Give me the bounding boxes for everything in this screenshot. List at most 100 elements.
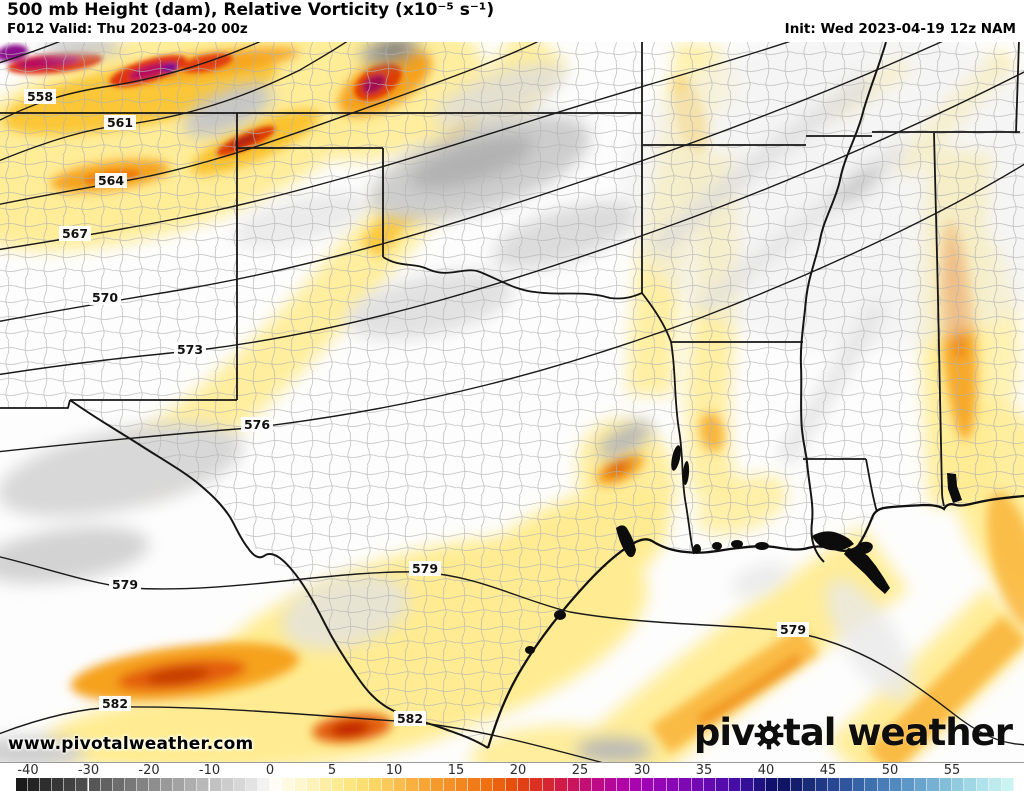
sabine-lake (693, 544, 701, 554)
lake-pontchartrain (812, 531, 854, 551)
water-bodies (525, 445, 962, 654)
contour-label-background (409, 561, 441, 576)
colorbar-swatch (307, 778, 320, 791)
contour-label: 579 (412, 561, 438, 576)
colorbar-swatch (418, 778, 432, 791)
colorbar-swatch (642, 778, 655, 791)
colorbar-swatch (64, 778, 77, 791)
colorbar-swatch (704, 778, 717, 791)
colorbar-swatch (15, 778, 28, 791)
map-canvas: 558 561 564 567 570 573 576 579 579 579 582 582 (0, 42, 1024, 762)
colorbar-swatch (939, 778, 952, 791)
colorbar-swatch (493, 778, 506, 791)
colorbar-swatch (530, 778, 543, 791)
rio-grande-border (69, 399, 489, 749)
contour-label-background (394, 711, 426, 726)
colorbar-swatch (567, 778, 580, 791)
vorticity-colorbar: -40 -30 -20 -10 0 5 10 15 20 25 30 35 40 45 50 55 (0, 762, 1024, 791)
contour-label: 564 (98, 173, 124, 188)
contour-label-background (89, 290, 121, 305)
colorbar-swatch (790, 778, 804, 791)
colorbar-swatch (964, 778, 977, 791)
contour-573 (0, 71, 1024, 376)
contour-576 (0, 163, 1024, 453)
contour-label-background (24, 89, 56, 104)
colorbar-swatch (100, 778, 113, 791)
model-init-time: Init: Wed 2023-04-19 12z NAM (784, 21, 1016, 37)
forecast-valid-time: F012 Valid: Thu 2023-04-20 00z (7, 21, 248, 37)
contour-582 (0, 706, 603, 762)
contour-label: 576 (244, 417, 270, 432)
colorbar-swatch (381, 778, 394, 791)
galveston-bay (616, 525, 636, 558)
colorbar-tick-label: 30 (633, 763, 651, 778)
colorbar-swatch (76, 778, 89, 791)
colorbar-swatch (803, 778, 816, 791)
colorbar-swatch (914, 778, 928, 791)
colorbar-swatch (443, 778, 456, 791)
contour-567 (0, 42, 791, 251)
colorbar-tick-label: 45 (819, 763, 837, 778)
colorbar-swatch (456, 778, 469, 791)
logo-text-prefix: piv (693, 711, 755, 754)
colorbar-swatch (542, 778, 556, 791)
colorbar-swatch (518, 778, 531, 791)
colorbar-swatch (890, 778, 903, 791)
colorbar-swatch (52, 778, 65, 791)
colorbar-swatch (865, 778, 878, 791)
colorbar-swatch (1001, 778, 1014, 791)
colorbar-tick-label: -40 (17, 763, 39, 778)
colorbar-swatch (505, 778, 518, 791)
colorbar-swatch (617, 778, 630, 791)
contour-label: 570 (92, 290, 118, 305)
colorbar-swatch (728, 778, 742, 791)
contour-label-background (777, 622, 809, 637)
colorbar-swatch (394, 778, 407, 791)
contour-579 (0, 556, 1024, 746)
contour-label-background (99, 696, 131, 711)
colorbar-swatch (356, 778, 370, 791)
contour-label-background (109, 577, 141, 592)
colorbar-swatch (233, 778, 246, 791)
contour-label-background (59, 226, 91, 241)
contour-label: 582 (102, 696, 128, 711)
colorbar-swatch (28, 778, 41, 791)
logo-text-suffix: tal weather (783, 711, 1013, 754)
colorbar-tick-label: 20 (509, 763, 527, 778)
colorbar-tick-label: 55 (943, 763, 961, 778)
colorbar-strip (0, 778, 1024, 791)
colorbar-tick-label: 5 (327, 763, 337, 778)
colorbar-swatch (468, 778, 481, 791)
colorbar-tick-label: 15 (447, 763, 465, 778)
gulf-coastline (486, 494, 1024, 749)
contour-label-background (104, 115, 136, 130)
colorbar-swatch (927, 778, 940, 791)
reservoir (682, 461, 690, 485)
colorbar-swatch (778, 778, 791, 791)
gear-icon (754, 720, 784, 749)
colorbar-tick-label: 50 (881, 763, 899, 778)
colorbar-tick-label: 10 (385, 763, 403, 778)
colorbar-swatch (270, 778, 283, 791)
colorbar-tick-labels: -40 -30 -20 -10 0 5 10 15 20 25 30 35 40 45 50 55 (0, 763, 1024, 778)
colorbar-swatch (604, 778, 618, 791)
colorbar-swatch (766, 778, 779, 791)
colorbar-swatch (629, 778, 642, 791)
colorbar-swatch (185, 778, 198, 791)
contour-label-background (95, 173, 127, 188)
watermark-url: www.pivotalweather.com (8, 734, 254, 754)
colorbar-swatch (691, 778, 704, 791)
colorbar-swatch (149, 778, 162, 791)
colorbar-swatch (124, 778, 137, 791)
colorbar-tick-label: 0 (265, 763, 275, 778)
contour-label: 567 (62, 226, 88, 241)
colorbar-swatch (815, 778, 828, 791)
colorbar-swatch (209, 778, 222, 791)
contour-561 (0, 42, 348, 162)
colorbar-swatch (112, 778, 125, 791)
contour-labels: 558 561 564 567 570 573 576 579 579 579 582 582 (24, 89, 809, 726)
mississippi-delta (844, 548, 890, 594)
colorbar-swatch (257, 778, 270, 791)
colorbar-swatch (294, 778, 308, 791)
